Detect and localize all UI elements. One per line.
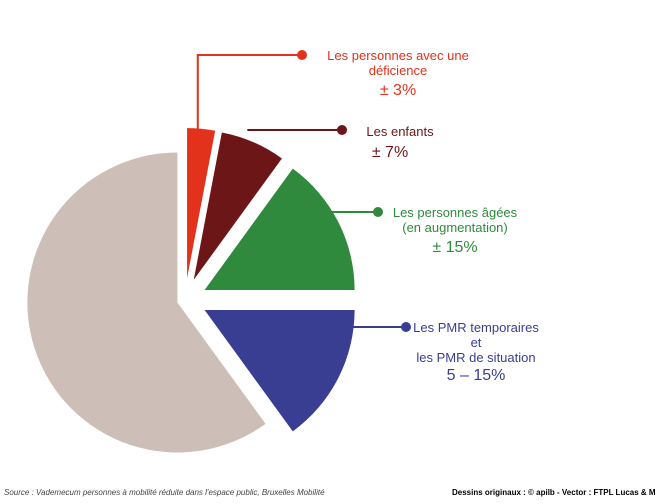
source: Source : Vademecum personnes à mobilité … bbox=[4, 488, 325, 497]
category-label: Les personnes âgées (en augmentation) bbox=[393, 205, 517, 235]
value-label: ± 15% bbox=[432, 239, 477, 257]
infographic: Source : Vademecum personnes à mobilité … bbox=[0, 0, 671, 504]
connector-dot bbox=[401, 322, 411, 332]
connector-dot bbox=[337, 125, 347, 135]
value-label: 5 – 15% bbox=[447, 367, 506, 385]
connector-dot bbox=[373, 207, 383, 217]
connector bbox=[198, 55, 302, 138]
connector-dot bbox=[297, 50, 307, 60]
value-label: ± 3% bbox=[380, 82, 416, 100]
category-label: Les enfants bbox=[366, 124, 433, 139]
category-label: Les personnes avec une déficience bbox=[327, 48, 469, 78]
value-label: ± 7% bbox=[372, 144, 408, 162]
credits: Dessins originaux : © apilb - Vector : F… bbox=[452, 488, 656, 497]
category-label: Les PMR temporaires et les PMR de situat… bbox=[413, 320, 539, 365]
